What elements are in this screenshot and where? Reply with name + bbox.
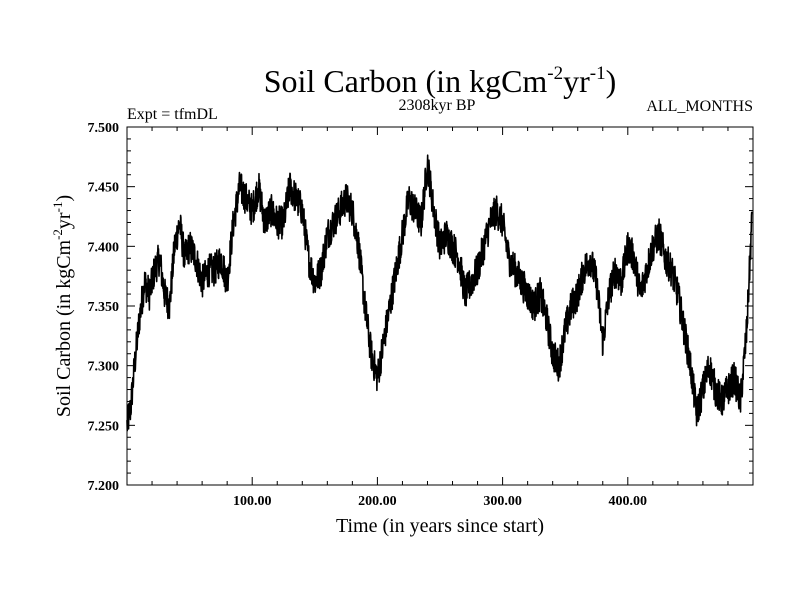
chart-subtitle: 2308kyr BP bbox=[399, 97, 476, 114]
experiment-label: Expt = tfmDL bbox=[127, 106, 218, 123]
plot-frame bbox=[126, 126, 754, 486]
months-label: ALL_MONTHS bbox=[646, 98, 753, 115]
y-axis-label-sup1: -2 bbox=[50, 229, 65, 240]
y-axis-label-end: ) bbox=[53, 195, 75, 202]
x-axis: 100.00 200.00 300.00 400.00 bbox=[151, 127, 729, 509]
y-tick-label: 7.450 bbox=[88, 181, 120, 196]
x-tick-label: 100.00 bbox=[233, 494, 272, 509]
y-tick-label: 7.500 bbox=[88, 121, 120, 136]
y-tick-label: 7.300 bbox=[88, 360, 120, 375]
x-tick-label: 200.00 bbox=[358, 494, 397, 509]
series-line bbox=[126, 154, 753, 432]
y-tick-label: 7.250 bbox=[88, 419, 120, 434]
chart-title-sup2: -1 bbox=[590, 63, 606, 84]
y-axis: 7.200 7.250 7.300 7.350 7.400 7.450 7.500 bbox=[88, 121, 753, 494]
y-tick-label: 7.350 bbox=[88, 300, 120, 315]
data-series bbox=[126, 154, 753, 432]
chart-title-end: ) bbox=[606, 63, 617, 99]
x-tick-label: 400.00 bbox=[609, 494, 648, 509]
y-tick-label: 7.200 bbox=[88, 479, 120, 494]
y-axis-label-main: Soil Carbon (in kgCm bbox=[53, 239, 75, 417]
y-axis-label-mid: yr bbox=[53, 212, 75, 229]
y-tick-label: 7.400 bbox=[88, 240, 120, 255]
chart-title-sup1: -2 bbox=[547, 63, 563, 84]
y-axis-label-sup2: -1 bbox=[50, 202, 65, 213]
y-axis-label: Soil Carbon (in kgCm-2yr-1) bbox=[50, 195, 75, 417]
chart-title-mid: yr bbox=[563, 63, 590, 99]
x-axis-label: Time (in years since start) bbox=[336, 515, 544, 537]
x-tick-label: 300.00 bbox=[483, 494, 522, 509]
chart-title-main: Soil Carbon (in kgCm bbox=[264, 63, 548, 99]
chart-title: Soil Carbon (in kgCm-2yr-1) bbox=[264, 63, 617, 99]
